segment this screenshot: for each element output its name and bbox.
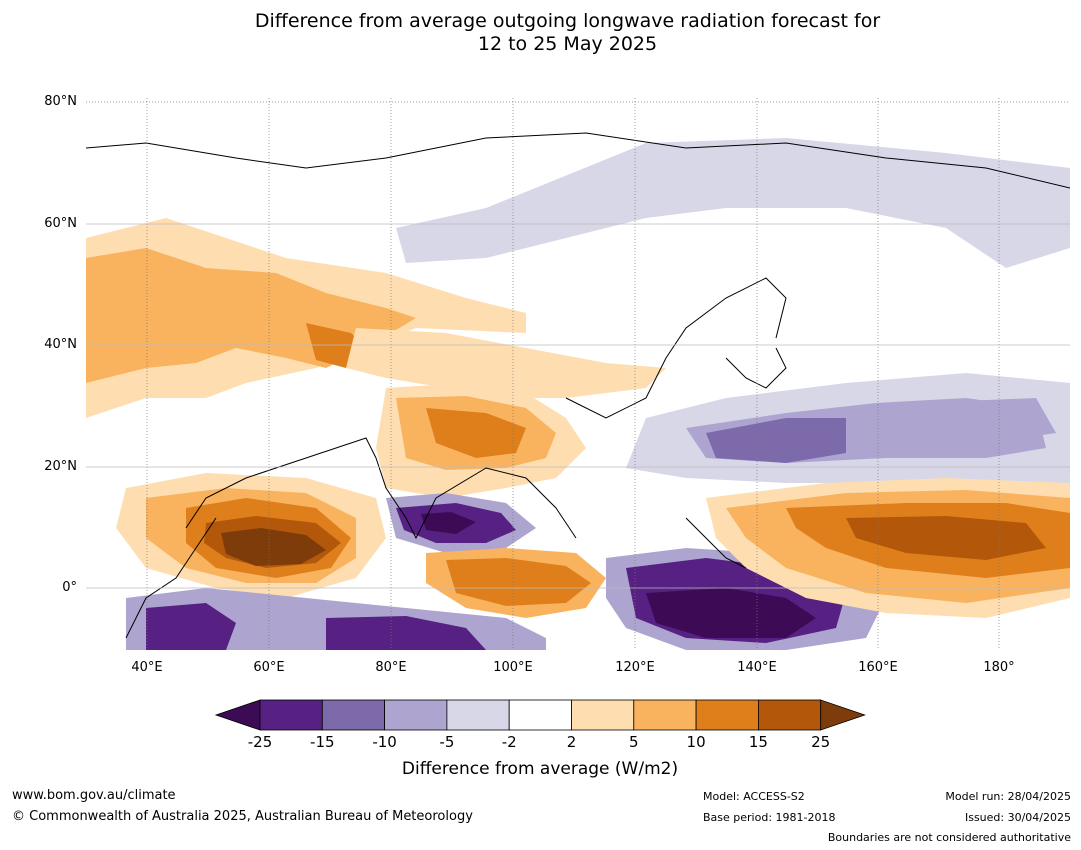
map-canvas — [85, 98, 1071, 650]
colorbar-tick-label: 2 — [566, 733, 577, 751]
copyright: © Commonwealth of Australia 2025, Austra… — [12, 809, 473, 824]
boundary-disclaimer: Boundaries are not considered authoritat… — [827, 831, 1071, 844]
lon-label-60e: 60°E — [253, 660, 285, 675]
colorbar-tick-label: -2 — [501, 733, 517, 751]
colorbar-tick-label: 25 — [811, 733, 831, 751]
colorbar-cell — [508, 699, 572, 731]
colorbar-cell — [446, 699, 510, 731]
title-line-1: Difference from average outgoing longwav… — [254, 10, 881, 32]
colorbar-cell — [695, 699, 759, 731]
olr-anomaly-map — [85, 98, 1071, 650]
colorbar-label: Difference from average (W/m2) — [401, 759, 679, 779]
lon-label-80e: 80°E — [375, 660, 407, 675]
colorbar-cell — [633, 699, 697, 731]
colorbar-cell — [321, 699, 386, 731]
colorbar-tick-label: -25 — [247, 733, 273, 751]
colorbar-cell — [758, 699, 822, 731]
title-line-2: 12 to 25 May 2025 — [477, 33, 658, 55]
colorbar — [214, 699, 866, 731]
colorbar-cell — [384, 699, 448, 731]
colorbar-tick-label: -10 — [372, 733, 397, 751]
lat-label-equator: 0° — [62, 580, 77, 595]
colorbar-arrow-high — [820, 699, 866, 731]
lat-label-80n: 80°N — [44, 94, 77, 109]
colorbar-arrow-low — [214, 699, 261, 731]
lon-label-140e: 140°E — [737, 660, 777, 675]
colorbar-cell — [259, 699, 323, 731]
website-link[interactable]: www.bom.gov.au/climate — [12, 788, 176, 803]
colorbar-tick-label: 5 — [629, 733, 639, 751]
colorbar-tick-label: -5 — [439, 733, 455, 751]
graticule — [86, 98, 1070, 650]
lon-label-40e: 40°E — [131, 660, 163, 675]
lon-label-160e: 160°E — [858, 660, 898, 675]
model-run: Model run: 28/04/2025 — [945, 790, 1071, 803]
colorbar-tick-label: -15 — [310, 733, 335, 751]
model-name: Model: ACCESS-S2 — [703, 790, 805, 803]
land-outlines — [85, 132, 1071, 639]
lon-label-100e: 100°E — [493, 660, 533, 675]
lat-label-20n: 20°N — [44, 459, 77, 474]
colorbar-tick-label: 10 — [686, 733, 706, 751]
issued-date: Issued: 30/04/2025 — [964, 811, 1071, 824]
lon-label-180: 180° — [983, 660, 1015, 675]
lon-label-120e: 120°E — [615, 660, 655, 675]
anomaly-field — [86, 138, 1070, 650]
lat-label-40n: 40°N — [44, 337, 77, 352]
base-period: Base period: 1981-2018 — [703, 811, 836, 824]
colorbar-cell — [571, 699, 635, 731]
colorbar-tick-label: 15 — [748, 733, 768, 751]
lat-label-60n: 60°N — [44, 216, 77, 231]
map-title: Difference from average outgoing longwav… — [0, 10, 1081, 56]
